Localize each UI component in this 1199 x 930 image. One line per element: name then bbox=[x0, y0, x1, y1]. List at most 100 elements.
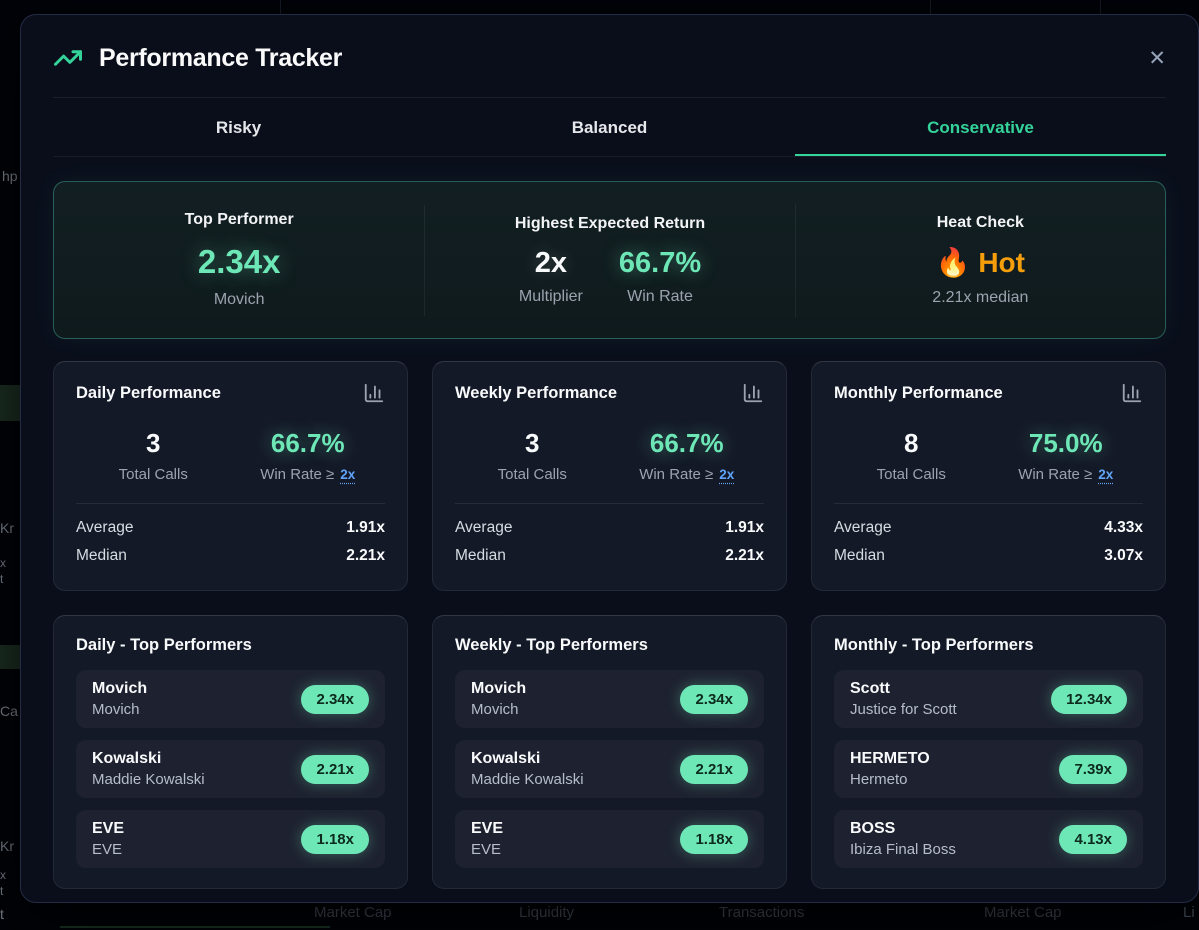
performer-row: EVE EVE 1.18x bbox=[455, 810, 764, 868]
performance-cards-row: Daily Performance 3 Total Calls 66.7% Wi… bbox=[53, 361, 1166, 591]
summary-label: Top Performer bbox=[184, 211, 294, 228]
fire-icon: 🔥 bbox=[935, 246, 971, 278]
total-calls-label: Total Calls bbox=[118, 466, 188, 483]
performer-name: Scott bbox=[850, 680, 890, 697]
median-label: Median bbox=[76, 547, 127, 564]
performer-row: Movich Movich 2.34x bbox=[455, 670, 764, 728]
performer-subtitle: Maddie Kowalski bbox=[471, 771, 584, 788]
weekly-performance-card: Weekly Performance 3 Total Calls 66.7% W… bbox=[432, 361, 787, 591]
bar-chart-icon bbox=[363, 382, 385, 404]
average-row: Average 1.91x bbox=[455, 514, 764, 542]
bg-text-fragment: t bbox=[0, 884, 4, 898]
multiplier-value: 2x bbox=[534, 246, 567, 279]
performer-subtitle: Justice for Scott bbox=[850, 701, 957, 718]
bg-highlight-row bbox=[0, 645, 20, 669]
top-performer-name: Movich bbox=[213, 291, 265, 308]
median-label: Median bbox=[834, 547, 885, 564]
bg-column-header-transactions: Transactions bbox=[719, 904, 805, 921]
card-title: Daily Performance bbox=[76, 383, 221, 402]
median-row: Median 3.07x bbox=[834, 542, 1143, 570]
close-icon[interactable]: ✕ bbox=[1148, 45, 1166, 70]
summary-highest-expected-return: Highest Expected Return 2x Multiplier 66… bbox=[424, 204, 794, 316]
performer-name: Kowalski bbox=[471, 750, 541, 767]
total-calls-value: 3 bbox=[525, 428, 540, 458]
performer-row: Movich Movich 2.34x bbox=[76, 670, 385, 728]
bg-column-header-cut: Li bbox=[1183, 904, 1195, 921]
multiplier-badge: 2.34x bbox=[301, 684, 369, 714]
bg-highlight-line bbox=[60, 926, 330, 928]
win-rate-value: 66.7% bbox=[649, 428, 724, 458]
performer-subtitle: Movich bbox=[471, 701, 519, 718]
total-calls-stat: 3 Total Calls bbox=[76, 428, 231, 483]
multiplier-badge: 1.18x bbox=[301, 824, 369, 854]
average-row: Average 4.33x bbox=[834, 514, 1143, 542]
performer-name: Movich bbox=[471, 680, 527, 697]
performance-tracker-modal: Performance Tracker ✕ Risky Balanced Con… bbox=[20, 14, 1199, 903]
total-calls-stat: 3 Total Calls bbox=[455, 428, 610, 483]
total-calls-value: 8 bbox=[904, 428, 919, 458]
bg-column-header-market-cap-2: Market Cap bbox=[984, 904, 1062, 921]
win-rate-threshold[interactable]: 2x bbox=[340, 467, 356, 482]
multiplier-badge: 1.18x bbox=[680, 824, 748, 854]
average-value: 1.91x bbox=[346, 519, 385, 536]
performer-name: HERMETO bbox=[850, 750, 930, 767]
bg-text-fragment: hp bbox=[2, 168, 18, 184]
total-calls-stat: 8 Total Calls bbox=[834, 428, 989, 483]
median-row: Median 2.21x bbox=[76, 542, 385, 570]
summary-heat-check: Heat Check 🔥 Hot 2.21x median bbox=[794, 203, 1165, 317]
bg-text-fragment: Kr bbox=[0, 520, 14, 536]
card-title: Monthly - Top Performers bbox=[834, 636, 1034, 654]
performer-row: Kowalski Maddie Kowalski 2.21x bbox=[455, 740, 764, 798]
winrate-stat: 66.7% Win Rate bbox=[619, 247, 701, 306]
monthly-performance-card: Monthly Performance 8 Total Calls 75.0% … bbox=[811, 361, 1166, 591]
multiplier-label: Multiplier bbox=[518, 287, 583, 305]
performer-subtitle: Movich bbox=[92, 701, 140, 718]
performer-name: EVE bbox=[92, 820, 125, 837]
weekly-top-performers-card: Weekly - Top Performers Movich Movich 2.… bbox=[432, 615, 787, 889]
median-value: 2.21x bbox=[725, 547, 764, 564]
performer-row: HERMETO Hermeto 7.39x bbox=[834, 740, 1143, 798]
bar-chart-icon bbox=[1121, 382, 1143, 404]
average-label: Average bbox=[76, 519, 134, 536]
card-title: Weekly - Top Performers bbox=[455, 636, 648, 654]
performer-subtitle: EVE bbox=[471, 841, 502, 858]
bg-column-header-market-cap: Market Cap bbox=[314, 904, 392, 921]
performer-row: BOSS Ibiza Final Boss 4.13x bbox=[834, 810, 1143, 868]
median-value: 3.07x bbox=[1104, 547, 1143, 564]
bg-table-divider bbox=[1100, 0, 1101, 14]
win-rate-label: Win Rate ≥ bbox=[639, 466, 714, 483]
tab-balanced[interactable]: Balanced bbox=[424, 98, 795, 156]
average-label: Average bbox=[455, 519, 513, 536]
page-title: Performance Tracker bbox=[99, 43, 343, 72]
summary-strip: Top Performer 2.34x Movich Highest Expec… bbox=[53, 181, 1166, 339]
performer-subtitle: EVE bbox=[92, 841, 123, 858]
trending-up-icon bbox=[53, 43, 83, 73]
summary-label: Heat Check bbox=[936, 213, 1024, 231]
win-rate-threshold[interactable]: 2x bbox=[1098, 467, 1114, 482]
bg-text-fragment: Ca bbox=[0, 703, 18, 719]
bg-text-fragment: t bbox=[0, 906, 4, 922]
heat-check-median: 2.21x median bbox=[932, 288, 1029, 306]
total-calls-value: 3 bbox=[146, 428, 161, 458]
tab-bar: Risky Balanced Conservative bbox=[53, 98, 1166, 157]
multiplier-badge: 4.13x bbox=[1059, 824, 1127, 854]
multiplier-badge: 2.34x bbox=[680, 684, 748, 714]
win-rate-label: Win Rate ≥ bbox=[1018, 466, 1093, 483]
card-title: Monthly Performance bbox=[834, 383, 1003, 402]
median-value: 2.21x bbox=[346, 547, 385, 564]
tab-risky[interactable]: Risky bbox=[53, 98, 424, 156]
win-rate-label: Win Rate ≥ bbox=[260, 466, 335, 483]
performer-name: Movich bbox=[92, 680, 148, 697]
win-rate-value: 66.7% bbox=[270, 428, 345, 458]
performer-name: EVE bbox=[471, 820, 504, 837]
summary-label: Highest Expected Return bbox=[514, 214, 706, 232]
bg-text-fragment: x bbox=[0, 556, 6, 570]
bg-text-fragment: Kr bbox=[0, 838, 14, 854]
performer-name: Kowalski bbox=[92, 750, 162, 767]
performer-subtitle: Hermeto bbox=[850, 771, 908, 788]
tab-conservative[interactable]: Conservative bbox=[795, 98, 1166, 156]
summary-top-performer: Top Performer 2.34x Movich bbox=[54, 201, 424, 319]
win-rate-threshold[interactable]: 2x bbox=[719, 467, 735, 482]
top-performer-value: 2.34x bbox=[197, 243, 281, 280]
average-value: 4.33x bbox=[1104, 519, 1143, 536]
